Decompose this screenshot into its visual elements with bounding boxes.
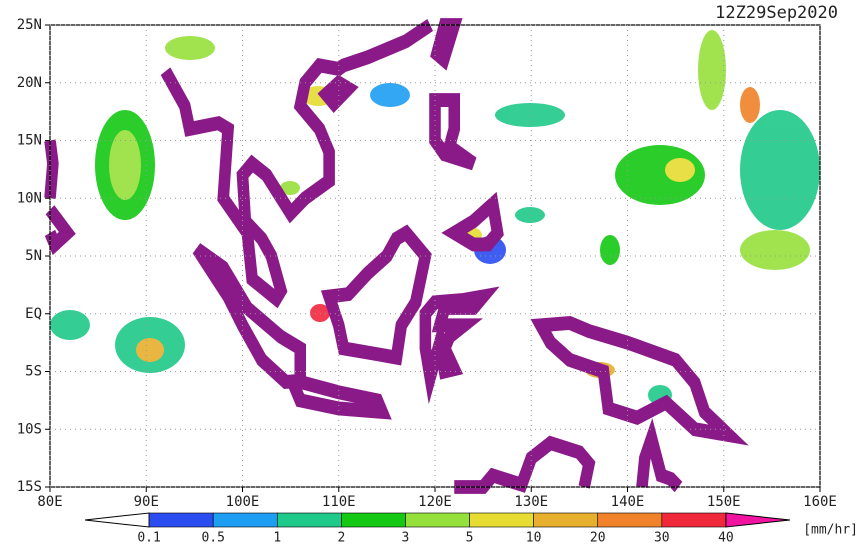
colorbar-box [597,512,663,528]
rain-area [515,207,545,223]
colorbar-label: 3 [402,531,410,544]
y-tick-label: 10S [17,421,42,437]
x-tick-label: 110E [322,494,356,510]
rain-area [280,181,300,195]
colorbar-box [276,512,342,528]
y-tick-label: 5S [25,364,42,380]
y-tick-label: 10N [17,190,42,206]
rain-area [495,103,565,127]
colorbar-box [405,512,470,528]
colorbar-box [212,512,278,528]
coastlines [44,18,749,494]
y-tick-label: 15S [17,479,42,495]
y-tick-label: 5N [25,248,42,264]
y-tick-label: 20N [17,75,42,91]
colorbar-label: 40 [718,531,734,544]
y-tick-label: EQ [25,306,42,322]
rain-area [109,130,141,200]
rain-area [740,230,810,270]
colorbar-label: 10 [526,531,542,544]
rain-area [600,235,620,265]
x-tick-label: 90E [134,494,159,510]
precipitation-field [50,30,820,405]
rain-area [50,310,90,340]
rain-area [370,83,410,107]
colorbar-extend-low [84,512,150,528]
x-tick-label: 100E [226,494,260,510]
map-title: 12Z29Sep2020 [715,3,838,23]
colorbar-label: 0.5 [201,531,224,544]
colorbar-label: 20 [590,531,606,544]
colorbar-box [661,512,727,528]
rain-area [165,36,215,60]
map-area [44,18,820,494]
rain-area [698,30,726,110]
colorbar-box [469,512,534,528]
colorbar-box [148,512,214,528]
rain-area [740,110,820,230]
x-tick-label: 80E [37,494,62,510]
y-tick-label: 25N [17,17,42,33]
x-tick-label: 120E [418,494,452,510]
colorbar-label: 0.1 [137,531,160,544]
x-tick-label: 150E [707,494,741,510]
rain-area [665,158,695,182]
colorbar-box [341,512,406,528]
x-tick-label: 160E [803,494,837,510]
colorbar-label: 2 [337,531,345,544]
colorbar-label: 1 [273,531,281,544]
rain-area [310,304,330,322]
colorbar-extend-high [725,512,791,528]
x-tick-label: 130E [514,494,548,510]
colorbar-label: 5 [466,531,474,544]
rain-area [740,87,760,123]
rain-area [136,338,164,362]
colorbar-label: 30 [654,531,670,544]
colorbar: 0.1 0.5 1 2 3 5 10 20 30 40 [mm/hr] [84,512,858,544]
x-tick-label: 140E [611,494,645,510]
colorbar-units: [mm/hr] [803,523,858,538]
colorbar-box [533,512,599,528]
y-tick-label: 15N [17,133,42,149]
